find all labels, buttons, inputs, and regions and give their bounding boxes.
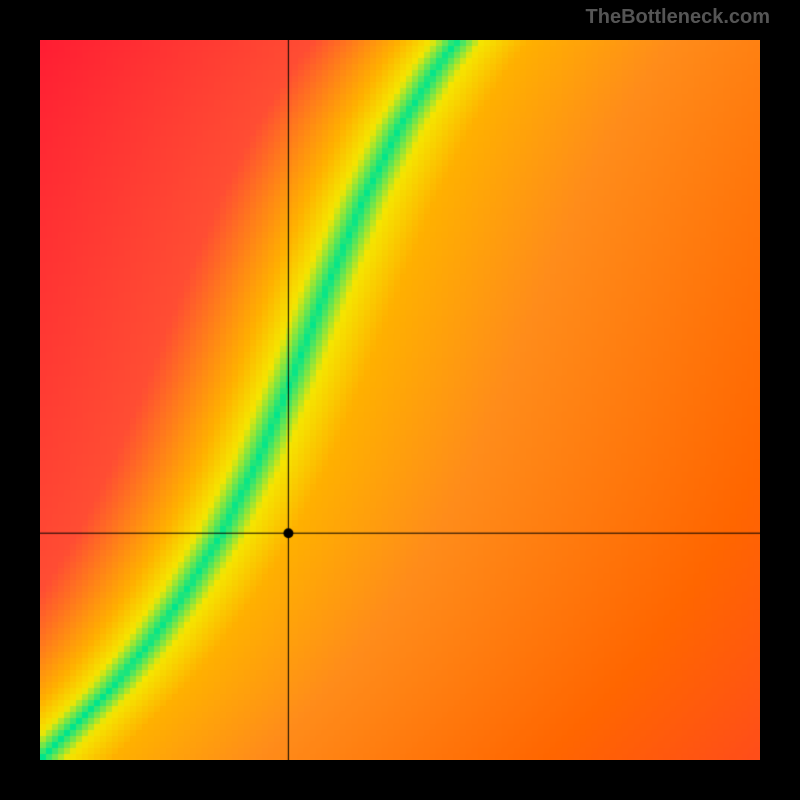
bottleneck-heatmap [40,40,760,760]
watermark-text: TheBottleneck.com [586,6,770,29]
